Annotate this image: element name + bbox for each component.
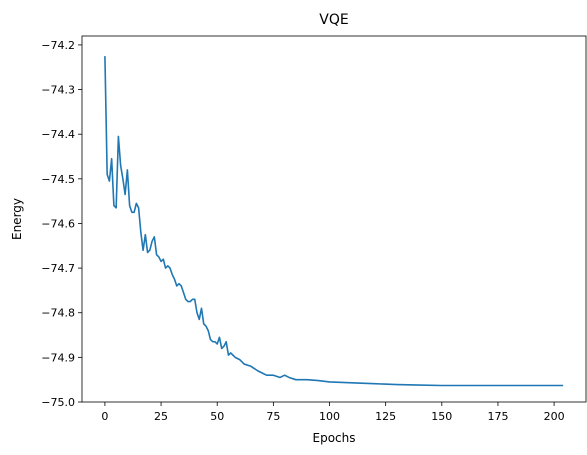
x-axis: 0 25 50 75 100 125 150 175 200 (101, 402, 565, 423)
y-tick-label: −74.5 (41, 173, 75, 186)
plot-frame (81, 35, 587, 403)
x-tick-label: 150 (431, 410, 452, 423)
x-tick-label: 175 (487, 410, 508, 423)
x-tick-label: 0 (101, 410, 108, 423)
y-tick-label: −75.0 (41, 396, 75, 409)
x-tick-label: 125 (375, 410, 396, 423)
x-tick-label: 75 (266, 410, 280, 423)
x-tick-label: 25 (154, 410, 168, 423)
y-tick-label: −74.8 (41, 307, 75, 320)
y-tick-label: −74.6 (41, 217, 75, 230)
y-tick-label: −74.7 (41, 262, 75, 275)
y-axis-label: Energy (10, 198, 24, 240)
x-tick-label: 50 (210, 410, 224, 423)
x-tick-label: 200 (544, 410, 565, 423)
chart-title: VQE (319, 12, 348, 28)
y-tick-label: −74.2 (41, 39, 75, 52)
y-tick-label: −74.4 (41, 128, 75, 141)
y-axis: −75.0 −74.9 −74.8 −74.7 −74.6 −74.5 −74.4 −74.3… (41, 39, 82, 409)
series-line-0 (104, 56, 564, 387)
y-tick-label: −74.3 (41, 84, 75, 97)
x-axis-label: Epochs (313, 431, 356, 445)
x-tick-label: 100 (319, 410, 340, 423)
y-tick-label: −74.9 (41, 351, 75, 364)
plot-area (104, 56, 564, 387)
